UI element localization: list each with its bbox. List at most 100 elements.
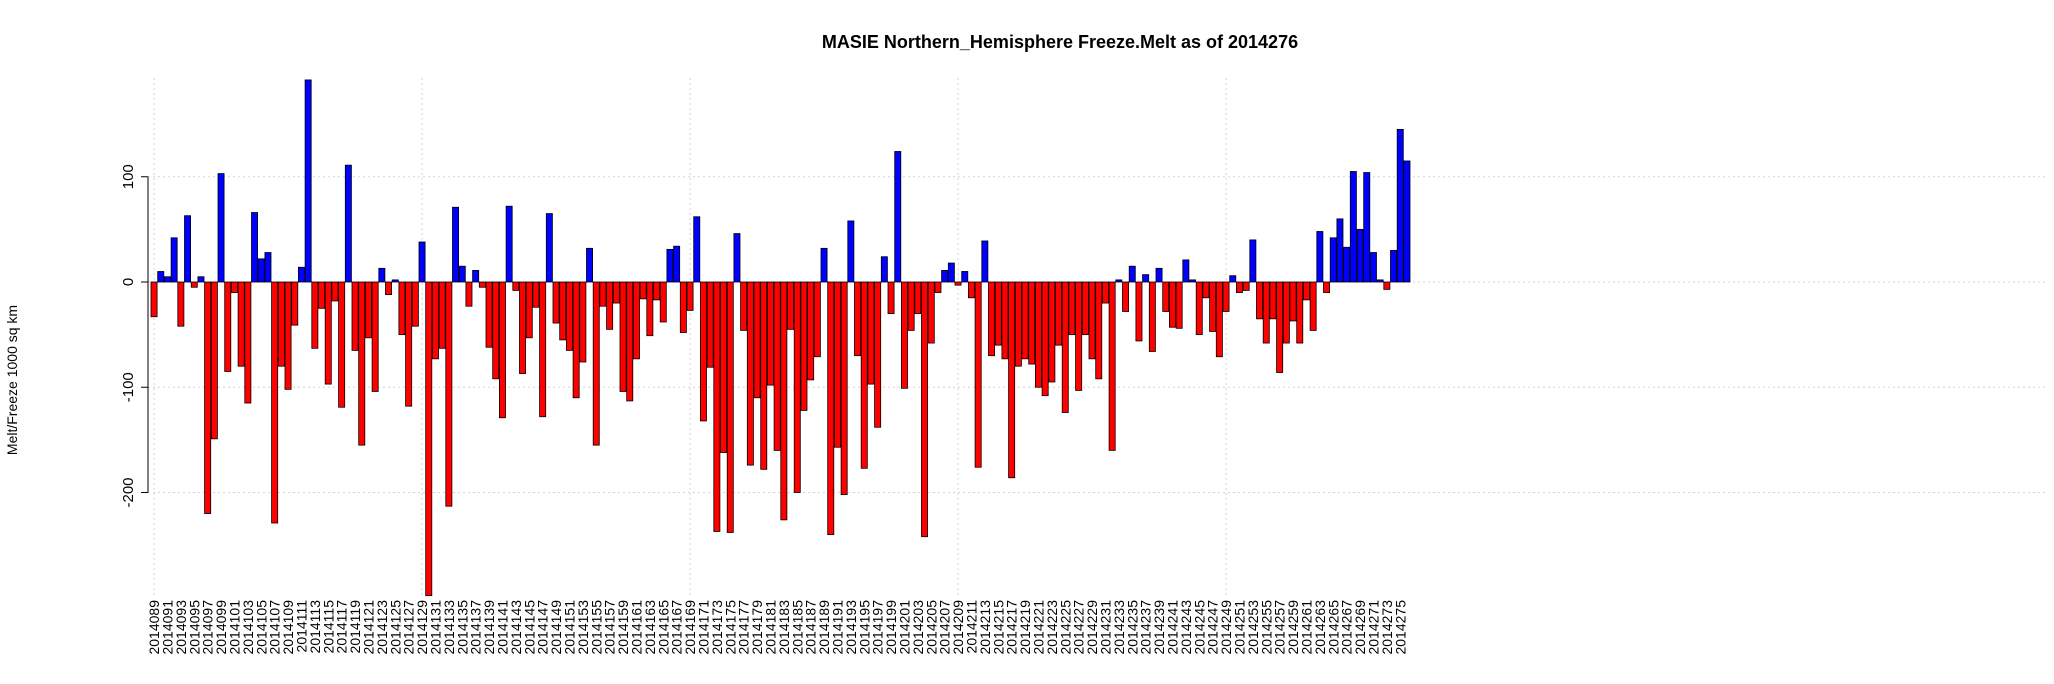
x-tick-label: 2014183 [776,600,792,655]
bar [854,281,861,357]
bar [210,281,218,440]
x-tick-label: 2014263 [1312,600,1328,655]
x-tick-label: 2014217 [1004,600,1020,655]
bar [552,281,560,324]
bar [224,281,232,372]
bar [1390,250,1397,283]
bar [1108,281,1116,451]
bar [1329,237,1337,283]
bar [706,281,714,368]
x-tick-label: 2014187 [803,600,819,655]
bar [1142,274,1150,283]
x-tick-label: 2014213 [977,600,993,655]
bar [532,281,540,308]
bar [840,281,848,496]
bar [760,281,768,470]
x-tick-label: 2014103 [240,600,256,655]
bar [887,281,895,314]
bar [1075,281,1083,391]
x-tick-label: 2014191 [829,600,845,655]
bar [452,206,459,283]
bar [746,281,754,466]
x-tick-label: 2014233 [1111,600,1127,655]
bar [1001,281,1009,360]
x-tick-label: 2014145 [521,600,537,655]
bar [646,281,654,337]
bar [190,281,198,288]
x-tick-label: 2014147 [535,600,551,655]
bar [907,281,915,331]
x-tick-label: 2014107 [267,600,283,655]
bar [445,281,453,507]
x-tick-label: 2014257 [1272,600,1288,655]
y-axis-label: Melt/Freeze 1000 sq km [4,305,20,455]
bar [1356,228,1364,283]
bar [284,281,292,390]
bar [170,237,178,283]
bar [626,281,634,402]
bar [385,281,392,296]
bar [1041,281,1049,397]
bar [351,281,359,351]
bar [934,281,942,293]
bar [150,281,158,318]
x-tick-label: 2014231 [1097,600,1113,655]
bar [324,281,332,385]
bar [1095,281,1103,380]
bar [566,281,573,351]
bar [465,281,473,307]
bar [478,281,486,288]
x-tick-label: 2014137 [468,600,484,655]
x-tick-label: 2014265 [1325,600,1341,655]
bar [1102,281,1109,304]
bar [237,281,245,367]
x-tick-label: 2014133 [441,600,457,655]
bar [1148,281,1156,352]
bar [230,281,238,293]
x-tick-label: 2014119 [347,600,363,654]
bar [485,281,493,348]
x-tick-label: 2014255 [1258,600,1274,655]
bar [418,241,426,283]
x-tick-label: 2014127 [401,600,417,655]
bar [438,281,446,349]
bar [1081,281,1089,336]
x-tick-label: 2014219 [1017,600,1033,655]
x-tick-label: 2014215 [990,600,1006,655]
x-tick-label: 2014173 [709,600,725,655]
bar [894,151,902,283]
bar [941,270,949,283]
y-tick-label: 0 [120,278,137,286]
bar [1215,281,1223,358]
bar [867,281,875,385]
x-tick-label: 2014131 [427,600,443,655]
bar [1249,239,1257,283]
bar [264,252,272,283]
bar [673,245,681,283]
bar [431,281,439,360]
x-tick-label: 2014225 [1057,600,1073,655]
bar [458,265,466,283]
bar [981,240,989,283]
bar [1155,267,1163,283]
x-tick-label: 2014113 [307,600,323,654]
bar [753,281,761,399]
x-tick-label: 2014123 [374,600,390,655]
x-tick-label: 2014101 [226,600,242,655]
x-tick-label: 2014143 [508,600,524,655]
bar [579,281,587,363]
bar [519,281,526,374]
x-tick-label: 2014249 [1218,600,1234,655]
x-tick-label: 2014211 [963,600,979,654]
bar [271,281,279,524]
bar [1035,281,1042,388]
x-tick-label: 2014163 [642,600,658,655]
bar [599,281,607,307]
bar [251,212,258,283]
x-tick-label: 2014189 [816,600,832,655]
bar [1182,259,1190,283]
x-tick-label: 2014195 [856,600,872,655]
bar [1122,281,1129,312]
bar [914,281,922,314]
bar [740,281,748,331]
